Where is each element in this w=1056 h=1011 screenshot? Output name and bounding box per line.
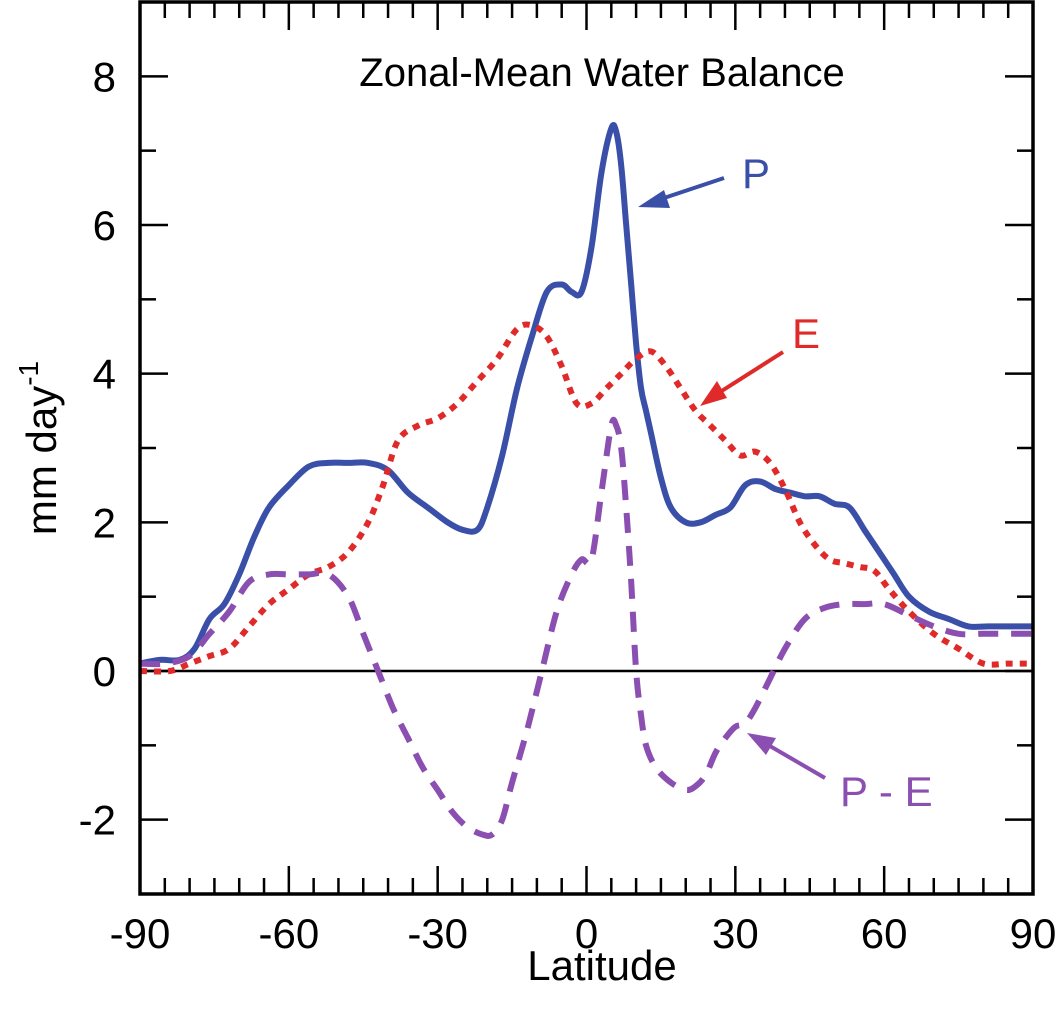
x-tick-label: 30	[712, 910, 759, 957]
y-axis-label-main: mm day	[18, 386, 65, 535]
x-tick-label: -30	[407, 910, 468, 957]
y-axis-label: mm day-1	[13, 361, 65, 535]
svg-text:mm day-1: mm day-1	[13, 361, 65, 535]
y-tick-label: 4	[93, 351, 116, 398]
annotation-p-minus-e-arrow	[747, 733, 827, 780]
x-tick-label: -90	[110, 910, 171, 957]
x-tick-labels: -90 -60 -30 0 30 60 90	[110, 910, 1056, 957]
annotation-p-arrow	[638, 176, 725, 208]
annotation-p: P	[742, 150, 770, 197]
series-line-p-e	[140, 416, 1033, 839]
y-tick-label: 2	[93, 499, 116, 546]
axis-ticks	[138, 0, 1035, 896]
x-tick-label: 0	[575, 910, 598, 957]
plot-frame	[138, 0, 1035, 896]
y-axis-label-superscript: -1	[13, 361, 44, 386]
chart-title: Zonal-Mean Water Balance	[359, 51, 844, 95]
y-tick-labels: -2 0 2 4 6 8	[79, 53, 116, 843]
annotations: P E P - E	[638, 150, 933, 815]
series-line-p	[140, 121, 1033, 667]
annotation-e: E	[792, 310, 820, 357]
y-tick-label: 8	[93, 53, 116, 100]
x-tick-label: -60	[258, 910, 319, 957]
y-tick-label: -2	[79, 797, 116, 844]
annotation-p-minus-e: P - E	[840, 768, 933, 815]
annotation-e-arrow	[700, 350, 785, 406]
y-tick-label: 0	[93, 648, 116, 695]
x-axis-label: Latitude	[527, 942, 676, 989]
x-tick-label: 60	[861, 910, 908, 957]
x-tick-label: 90	[1010, 910, 1056, 957]
y-tick-label: 6	[93, 202, 116, 249]
